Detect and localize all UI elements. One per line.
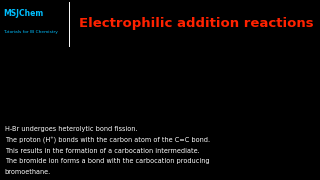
Text: H: H (124, 61, 130, 70)
Text: step 2: step 2 (173, 72, 195, 78)
Text: H: H (52, 59, 58, 68)
Text: +: + (150, 67, 156, 76)
Text: H: H (233, 86, 239, 94)
Text: H: H (12, 81, 18, 90)
Text: C: C (145, 74, 151, 83)
Text: C: C (124, 74, 130, 83)
Text: H: H (124, 86, 130, 94)
Text: H: H (112, 74, 118, 83)
Text: Br: Br (252, 86, 261, 95)
Text: The bromide ion forms a bond with the carbocation producing: The bromide ion forms a bond with the ca… (5, 158, 209, 164)
Text: MSJChem: MSJChem (3, 9, 44, 18)
Text: H: H (12, 59, 18, 68)
Text: This results in the formation of a carbocation intermediate.: This results in the formation of a carbo… (5, 148, 200, 154)
Text: step 1: step 1 (72, 72, 94, 78)
Text: C: C (254, 74, 260, 83)
Text: :Br⁻: :Br⁻ (133, 95, 149, 104)
Text: H: H (254, 61, 260, 70)
Text: bromoethane.: bromoethane. (5, 169, 51, 175)
Text: H: H (145, 61, 151, 70)
Text: H: H (22, 94, 28, 103)
Text: H: H (221, 74, 227, 83)
Text: The proton (H⁺) bonds with the carbon atom of the C=C bond.: The proton (H⁺) bonds with the carbon at… (5, 137, 210, 144)
Text: C: C (233, 74, 239, 83)
Text: δ⁻: δ⁻ (34, 89, 40, 94)
Text: Br: Br (31, 94, 40, 103)
Text: H: H (52, 81, 58, 90)
Text: H: H (233, 61, 239, 70)
Text: C: C (23, 71, 28, 80)
Text: H: H (157, 74, 163, 83)
Text: H: H (266, 74, 272, 83)
Text: Electrophilic addition reactions: Electrophilic addition reactions (79, 17, 314, 30)
Text: C: C (42, 71, 48, 80)
Text: H-Br undergoes heterolytic bond fission.: H-Br undergoes heterolytic bond fission. (5, 126, 137, 132)
Text: δ+: δ+ (22, 89, 29, 94)
Text: Tutorials for IB Chemistry: Tutorials for IB Chemistry (3, 30, 58, 34)
